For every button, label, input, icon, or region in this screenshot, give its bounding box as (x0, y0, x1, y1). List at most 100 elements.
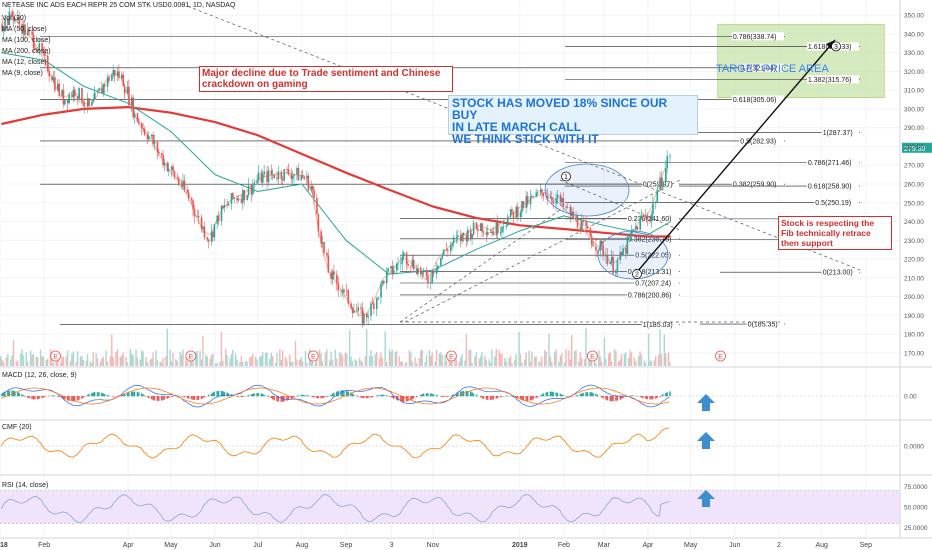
macd-histogram-bar (356, 395, 358, 397)
candle-body (111, 75, 113, 81)
candle-body (477, 228, 479, 231)
candle-body (102, 84, 105, 94)
candle-body (347, 290, 350, 304)
candle-body (632, 229, 634, 231)
volume-bar (85, 361, 87, 366)
macd-histogram-bar (525, 396, 527, 401)
price-tick-label: 290.00 (904, 125, 924, 132)
volume-bar (370, 350, 372, 366)
macd-histogram-bar (313, 396, 315, 398)
candle-body (116, 71, 119, 76)
volume-bar (469, 349, 472, 366)
candle-body (459, 235, 462, 242)
macd-histogram-bar (162, 396, 164, 401)
study-legend-item[interactable]: MA (9, close) (2, 70, 43, 77)
candle-body (52, 77, 55, 81)
candle-body (317, 214, 320, 232)
fib-label: 0(213.00) (823, 270, 853, 277)
candle-body (467, 229, 469, 242)
candle-body (492, 231, 495, 235)
candle-body (113, 70, 116, 76)
volume-bar (603, 337, 606, 366)
candle-body (357, 307, 360, 311)
study-legend-item[interactable]: MA (100, close) (2, 37, 51, 44)
candle-body (590, 236, 593, 245)
last-price-tag (902, 142, 932, 153)
volume-bar (461, 354, 463, 366)
macd-histogram-bar (303, 394, 305, 397)
volume-bar (434, 361, 436, 366)
candle-body (535, 192, 538, 197)
volume-bar (66, 350, 69, 366)
macd-histogram-bar (86, 394, 89, 397)
study-legend-item[interactable]: MA (50, close) (2, 26, 47, 33)
volume-bar (350, 356, 352, 366)
volume-bar (96, 357, 99, 366)
macd-histogram-bar (150, 396, 153, 400)
volume-bar (341, 355, 344, 366)
candle-body (340, 290, 342, 292)
macd-histogram-bar (447, 396, 449, 397)
candle-body (271, 174, 274, 176)
volume-bar (344, 352, 347, 366)
volume-bar (454, 355, 456, 366)
price-tick-label: 220.00 (904, 257, 924, 264)
candle-body (541, 189, 543, 193)
candle-body (203, 226, 206, 238)
candle-body (393, 270, 395, 274)
volume-bar (126, 362, 129, 366)
candle-body (549, 197, 552, 199)
candle-body (586, 226, 589, 229)
macd-histogram-bar (227, 393, 230, 397)
moved-note[interactable]: STOCK HAS MOVED 18% SINCE OUR BUY IN LAT… (448, 95, 698, 145)
macd-histogram-bar (551, 391, 553, 397)
price-tick-label: 280.00 (904, 144, 924, 151)
study-legend-item[interactable]: MA (12, close) (2, 59, 47, 66)
volume-bar (105, 350, 107, 366)
macd-histogram-bar (321, 396, 324, 399)
volume-bar (645, 362, 647, 366)
candle-body (262, 174, 264, 183)
volume-bar (649, 361, 651, 366)
candle-body (596, 250, 599, 252)
candle-body (491, 231, 493, 233)
candle-body (12, 16, 15, 21)
study-legend-item[interactable]: MA (200, close) (2, 48, 51, 55)
trend-line (399, 209, 561, 323)
candle-body (17, 17, 19, 19)
decline-note[interactable]: Major decline due to Trade sentiment and… (199, 66, 453, 92)
chart-title: NETEASE INC ADS EACH REPR 25 COM STK USD… (2, 2, 236, 9)
candle-body (242, 190, 244, 203)
fib-label: 0.382(259.90) (733, 182, 777, 189)
candle-body (76, 96, 79, 99)
candle-body (267, 170, 270, 183)
candle-body (427, 276, 429, 284)
candle-body (430, 282, 432, 284)
wave-marker (831, 41, 841, 52)
candle-body (46, 55, 49, 72)
macd-histogram-bar (121, 395, 123, 397)
candle-body (153, 141, 156, 144)
candle-body (222, 206, 224, 208)
candle-body (121, 74, 123, 79)
fib-note[interactable]: Stock is respecting the Fib technically … (778, 216, 892, 250)
candle-body (465, 235, 468, 242)
volume-bar (491, 349, 493, 366)
candle-body (182, 180, 184, 187)
macd-histogram-bar (183, 396, 186, 398)
macd-histogram-bar (377, 395, 379, 397)
candle-body (4, 18, 6, 29)
candle-body (277, 171, 280, 180)
rsi-tick-label: 75.0000 (904, 484, 928, 491)
macd-histogram-bar (32, 396, 35, 400)
volume-bar (471, 362, 473, 366)
volume-bar (274, 362, 277, 366)
candle-body (562, 198, 565, 207)
trend-line (559, 179, 681, 231)
study-legend-item[interactable]: Vol (20) (2, 15, 27, 22)
volume-bar (598, 350, 600, 366)
candle-body (397, 263, 399, 265)
candle-body (310, 186, 313, 191)
macd-histogram-bar (397, 396, 399, 401)
